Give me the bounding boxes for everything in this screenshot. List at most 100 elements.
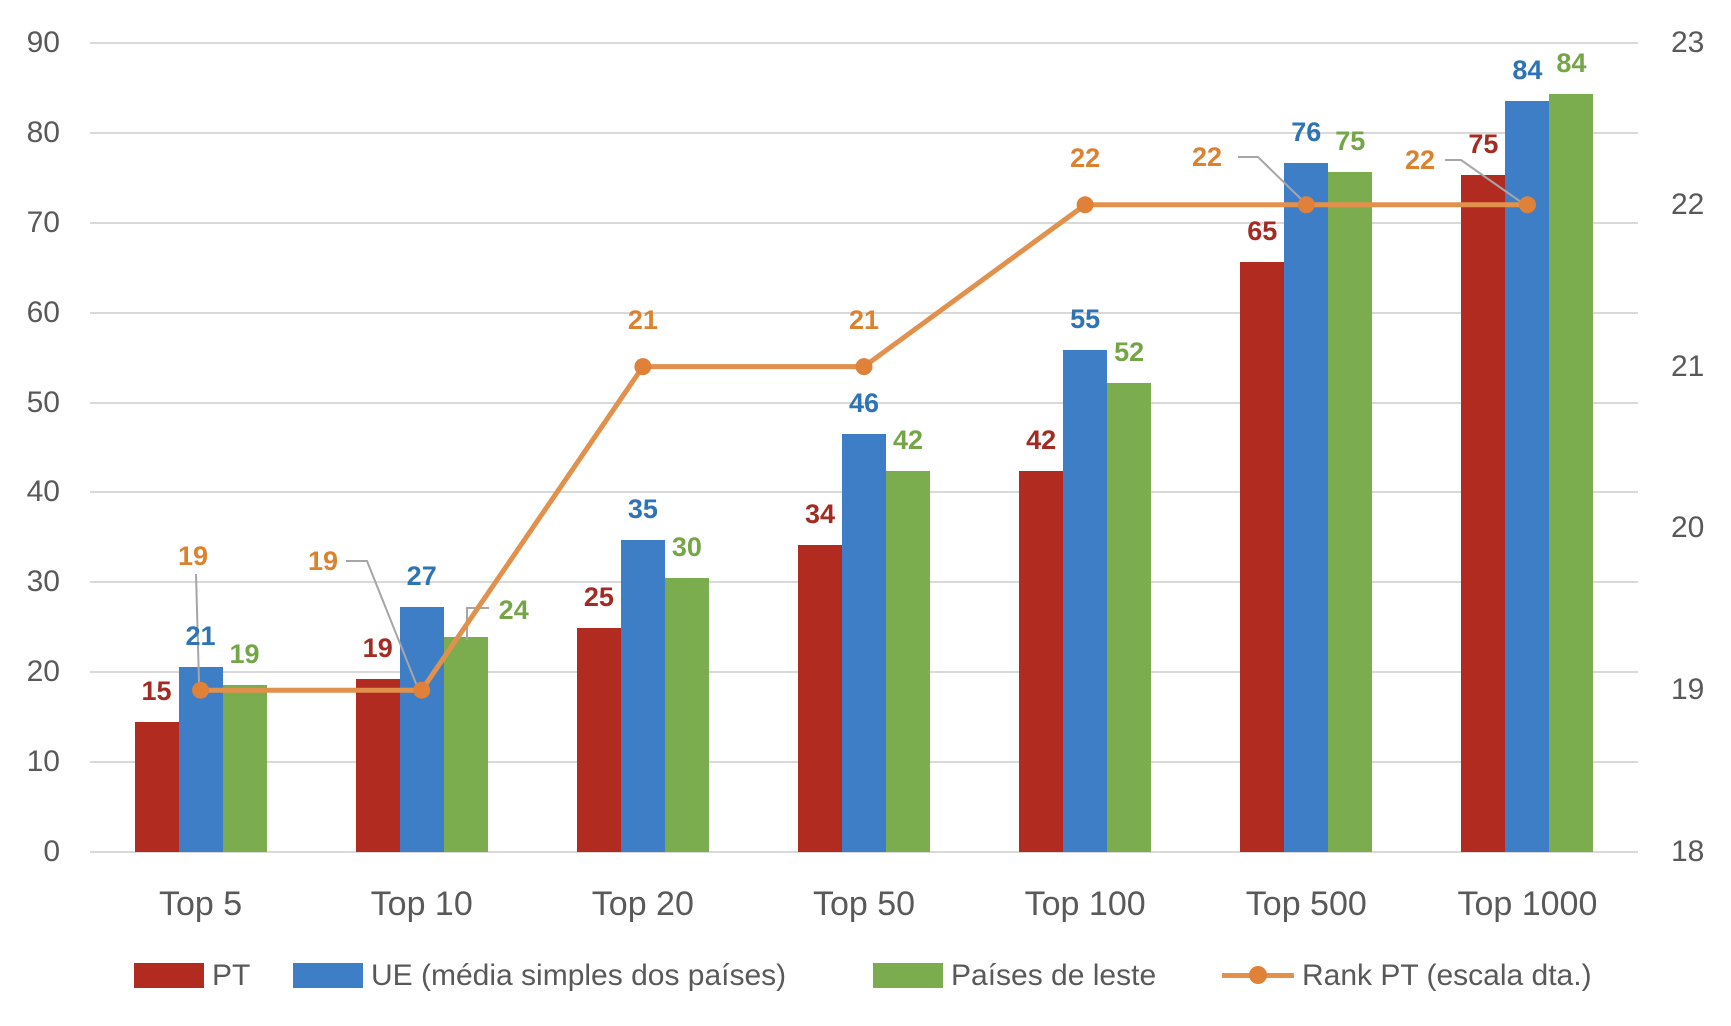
bar (1107, 382, 1152, 852)
bar (842, 434, 886, 852)
label-leader-line (1238, 156, 1303, 201)
rank-value-label: 22 (1191, 142, 1223, 172)
y-axis-tick-label-right: 23 (1671, 26, 1705, 59)
y-axis-tick-label-right: 18 (1671, 835, 1705, 868)
bar-value-label: 76 (1291, 117, 1322, 148)
bar-value-label: 75 (1335, 125, 1366, 156)
y-axis-tick-label-right: 22 (1671, 187, 1705, 221)
y-axis-tick-label-left: 40 (26, 475, 60, 509)
x-axis-category-label: Top 10 (370, 885, 473, 923)
rank-value-label: 22 (1404, 145, 1436, 175)
gridline (90, 42, 1638, 44)
y-axis-tick-label-left: 60 (26, 295, 60, 329)
rank-value-label: 19 (307, 546, 339, 576)
bar (576, 628, 621, 852)
rank-value-label: 21 (627, 304, 658, 335)
rank-value-label: 19 (177, 541, 209, 571)
bar (1549, 94, 1594, 852)
rank-pt-marker (1518, 196, 1536, 214)
gridline (90, 131, 1638, 134)
x-axis-category-label: Top 20 (591, 885, 694, 923)
y-axis-tick-label-left: 0 (43, 835, 60, 868)
gridline (90, 401, 1638, 404)
bar (399, 606, 444, 852)
bar-value-label: 21 (185, 620, 216, 651)
bar-value-label: 65 (1247, 216, 1278, 247)
bar-value-label: 42 (892, 424, 924, 455)
bar (1461, 175, 1506, 852)
y-axis-tick-label-left: 70 (26, 205, 60, 239)
bar-value-label: 55 (1070, 304, 1101, 335)
y-axis-tick-label-left: 50 (26, 385, 60, 419)
bar-value-label: 84 (1512, 55, 1543, 86)
label-leader-line (1445, 159, 1522, 203)
y-axis-tick-label-left: 90 (26, 26, 60, 59)
legend-swatch-icon (134, 963, 204, 988)
legend-label: Rank PT (escala dta.) (1302, 959, 1592, 992)
rank-pt-marker (1076, 196, 1094, 214)
bar-value-label: 25 (583, 582, 614, 613)
y-axis-tick-label-right: 20 (1671, 511, 1705, 545)
bar (1063, 350, 1108, 852)
x-axis-category-label: Top 500 (1245, 885, 1367, 923)
rank-value-label: 21 (848, 304, 880, 335)
bar (222, 684, 267, 852)
bar (443, 637, 488, 852)
bar (1328, 171, 1373, 852)
bar (620, 540, 665, 852)
rank-pt-marker (413, 681, 431, 699)
bar (1284, 163, 1329, 852)
bar (1240, 262, 1285, 852)
y-axis-tick-label-left: 20 (26, 655, 60, 689)
y-axis-tick-label-left: 10 (26, 745, 60, 779)
bar (664, 577, 709, 852)
gridline (90, 221, 1638, 224)
y-axis-tick-label-right: 21 (1671, 349, 1705, 383)
rank-pt-marker (192, 681, 210, 699)
bar-value-label: 30 (671, 531, 702, 562)
rank-pt-marker (855, 358, 873, 376)
rank-value-label: 22 (1070, 142, 1101, 173)
bar (1505, 101, 1550, 852)
legend-line-marker-dot-icon (1249, 966, 1267, 984)
bar (798, 544, 842, 852)
x-axis-category-label: Top 50 (812, 885, 916, 923)
gridline (90, 311, 1638, 314)
x-axis-category-label: Top 100 (1024, 885, 1146, 923)
bar (134, 721, 179, 852)
gridline (90, 851, 1638, 853)
bar-value-label: 46 (848, 388, 880, 419)
bar-value-label: 42 (1026, 424, 1057, 455)
legend-swatch-icon (293, 963, 363, 988)
rank-pt-marker (634, 358, 652, 376)
label-leader-line (346, 560, 418, 687)
bar-value-label: 35 (627, 494, 658, 525)
y-axis-tick-label-left: 30 (26, 565, 60, 599)
bar-value-label: 24 (498, 595, 529, 626)
bar-value-label: 15 (141, 675, 172, 706)
bar-value-label: 75 (1468, 129, 1499, 160)
y-axis-tick-label-right: 19 (1671, 673, 1705, 707)
bar (355, 678, 400, 852)
y-axis-tick-label-left: 80 (26, 115, 60, 149)
legend-label: UE (média simples dos países) (371, 959, 787, 992)
bar-value-label: 52 (1114, 336, 1145, 367)
label-leader-line (466, 607, 489, 640)
bar-value-label: 34 (804, 498, 836, 529)
legend-label: PT (212, 959, 251, 992)
label-leader-line (195, 573, 200, 683)
bar (1019, 470, 1064, 852)
bar-value-label: 19 (362, 632, 393, 663)
rank-pt-marker (1297, 196, 1315, 214)
x-axis-category-label: Top 5 (158, 885, 243, 923)
x-axis-category-label: Top 1000 (1457, 885, 1598, 923)
bar-value-label: 84 (1556, 48, 1587, 79)
bar-value-label: 19 (229, 638, 260, 669)
legend-label: Países de leste (951, 959, 1157, 992)
bar-value-label: 27 (406, 560, 437, 591)
legend-swatch-icon (873, 963, 943, 988)
bar (886, 470, 930, 852)
